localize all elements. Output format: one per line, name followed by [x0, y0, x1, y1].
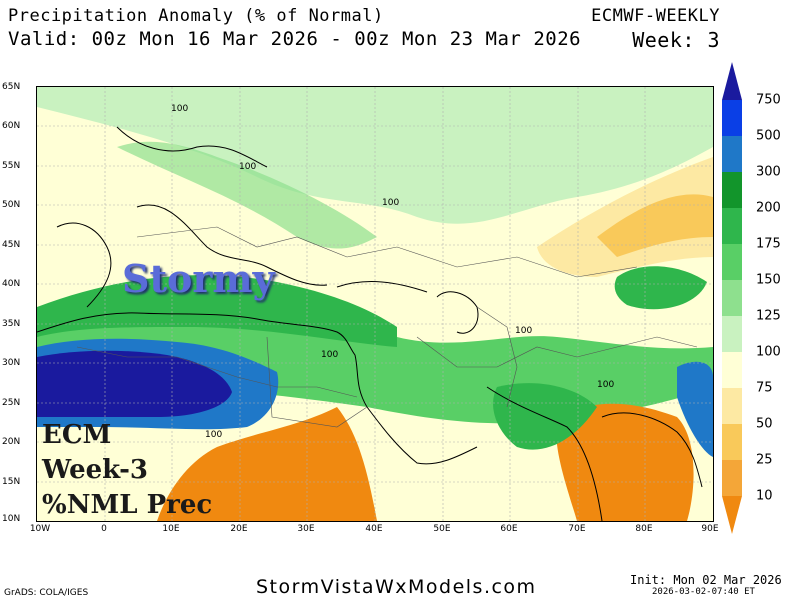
color-bar-segment: [722, 352, 742, 388]
color-bar-segment: [722, 460, 742, 496]
contour-labels: 100 100 100 100 100 100 100: [171, 104, 614, 440]
contour-label: 100: [171, 104, 188, 114]
lat-label: 65N: [2, 82, 21, 92]
anomaly-region-300-bay: [677, 361, 713, 457]
anomaly-region-50-asia: [597, 194, 713, 257]
contour-label: 100: [382, 198, 399, 208]
color-bar-segment: [722, 100, 742, 136]
lon-label: 90E: [701, 524, 719, 534]
anomaly-region-175-central: [37, 275, 397, 347]
lat-label: 45N: [2, 240, 21, 250]
color-bar: [722, 62, 742, 534]
contour-label: 100: [515, 326, 532, 336]
color-bar-segment: [722, 208, 742, 244]
anomaly-region-75-asia: [537, 157, 713, 277]
lat-label: 60N: [2, 121, 21, 131]
lat-label: 40N: [2, 279, 21, 289]
color-bar-label: 10: [756, 488, 773, 504]
color-bar-label: 175: [756, 236, 781, 252]
color-bar-label: 150: [756, 272, 781, 288]
color-bar-label: 25: [756, 452, 773, 468]
lat-label: 20N: [2, 437, 21, 447]
lat-label: 50N: [2, 200, 21, 210]
color-bar-segment: [722, 172, 742, 208]
map-canvas: 100 100 100 100 100 100 100: [37, 87, 713, 521]
color-bar-arrow-top: [722, 62, 742, 100]
anomaly-region-750-sahara: [37, 350, 232, 417]
lat-label: 30N: [2, 358, 21, 368]
lon-label: 40E: [365, 524, 383, 534]
color-bar-label: 200: [756, 200, 781, 216]
color-bar-label: 50: [756, 416, 773, 432]
color-bar-label: 75: [756, 380, 773, 396]
color-bar-segment: [722, 388, 742, 424]
anomaly-region-175-china: [614, 266, 707, 310]
lon-label: 60E: [500, 524, 518, 534]
color-bar-label: 300: [756, 164, 781, 180]
anomaly-region-10-africa: [157, 407, 377, 521]
color-bar-label: 100: [756, 344, 781, 360]
lat-label: 10N: [2, 514, 21, 524]
graticule: [37, 87, 713, 521]
lon-label: 0: [101, 524, 107, 534]
lon-label: 50E: [433, 524, 451, 534]
coastlines: [37, 126, 703, 521]
valid-period: Valid: 00z Mon 16 Mar 2026 - 00z Mon 23 …: [8, 28, 582, 50]
color-bar-segment: [722, 316, 742, 352]
map-title: Precipitation Anomaly (% of Normal): [8, 6, 384, 26]
contour-label: 100: [239, 162, 256, 172]
lat-label: 25N: [2, 398, 21, 408]
color-bar-arrow-bottom: [722, 496, 742, 534]
lon-label: 10E: [162, 524, 180, 534]
lon-label: 70E: [568, 524, 586, 534]
week-label: Week: 3: [632, 28, 720, 52]
lon-label: 30E: [297, 524, 315, 534]
init-time: Init: Mon 02 Mar 2026: [630, 573, 782, 587]
color-bar-segment: [722, 424, 742, 460]
contour-label: 100: [205, 430, 222, 440]
website-label: StormVistaWxModels.com: [256, 576, 537, 598]
generated-timestamp: 2026-03-02-07:40 ET: [652, 587, 755, 597]
color-bar-segment: [722, 280, 742, 316]
precip-anomaly-map: 100 100 100 100 100 100 100: [36, 86, 714, 522]
contour-label: 100: [597, 380, 614, 390]
anomaly-region-150-europe: [117, 141, 377, 249]
anomaly-region-175-arabian-sea: [493, 383, 597, 450]
lon-label: 80E: [635, 524, 653, 534]
lat-label: 15N: [2, 477, 21, 487]
model-name: ECMWF-WEEKLY: [591, 6, 720, 26]
country-borders: [76, 226, 698, 428]
anomaly-region-10-india: [556, 403, 694, 521]
color-bar-label: 125: [756, 308, 781, 324]
contour-label: 100: [321, 350, 338, 360]
color-bar-segment: [722, 136, 742, 172]
color-bar-label: 500: [756, 128, 781, 144]
lon-label: 10W: [29, 524, 51, 534]
lat-label: 55N: [2, 161, 21, 171]
color-bar-label: 750: [756, 92, 781, 108]
grads-credit: GrADS: COLA/IGES: [4, 588, 89, 598]
lon-label: 20E: [230, 524, 248, 534]
lat-label: 35N: [2, 319, 21, 329]
color-bar-segment: [722, 244, 742, 280]
